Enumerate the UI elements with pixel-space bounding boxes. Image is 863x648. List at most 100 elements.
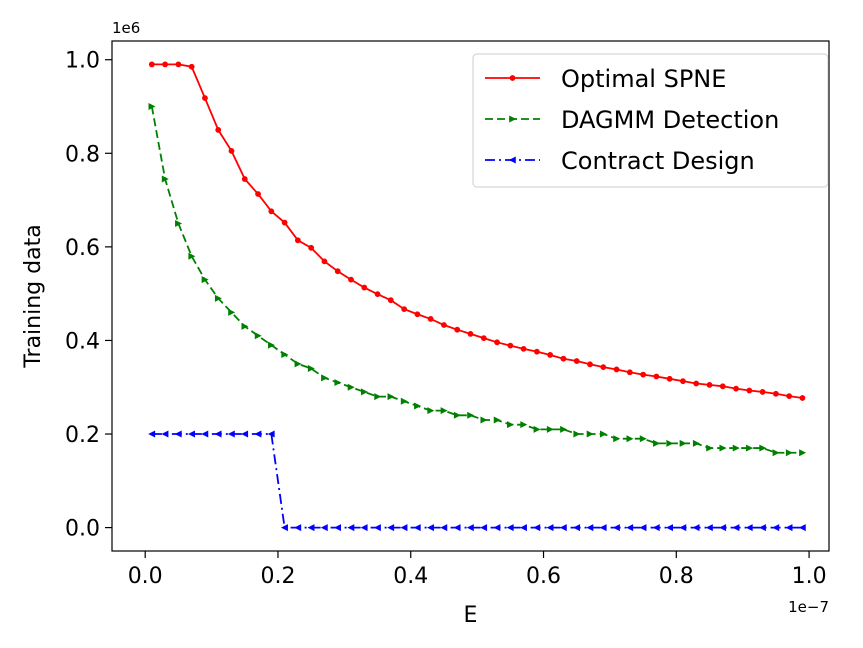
- data-point-optimal-spne: [640, 371, 647, 378]
- data-point-dagmm-detection: [387, 393, 395, 401]
- data-point-contract-design: [692, 524, 700, 532]
- data-point-optimal-spne: [414, 311, 421, 318]
- series-contract-design: [148, 430, 806, 532]
- y-axis-label: Training data: [21, 224, 46, 368]
- x-tick-label: 0.2: [260, 564, 295, 589]
- data-point-contract-design: [294, 524, 302, 532]
- data-point-optimal-spne: [613, 366, 620, 373]
- data-point-dagmm-detection: [666, 439, 674, 447]
- data-point-optimal-spne: [467, 330, 474, 337]
- data-point-contract-design: [665, 524, 673, 532]
- data-point-contract-design: [307, 524, 315, 532]
- data-point-optimal-spne: [494, 339, 500, 346]
- data-point-dagmm-detection: [639, 435, 647, 443]
- y-tick-label: 0.2: [65, 423, 100, 448]
- data-point-contract-design: [174, 430, 182, 438]
- data-point-dagmm-detection: [467, 411, 475, 419]
- data-point-optimal-spne: [706, 381, 713, 388]
- legend-entry-optimal-spne: Optimal SPNE: [485, 65, 726, 93]
- data-point-optimal-spne: [719, 383, 726, 390]
- legend-entry-dagmm-detection: DAGMM Detection: [485, 106, 779, 134]
- legend-swatch-marker: [509, 115, 517, 123]
- data-point-dagmm-detection: [653, 439, 661, 447]
- data-point-optimal-spne: [148, 61, 155, 68]
- data-point-contract-design: [148, 430, 156, 438]
- data-point-contract-design: [387, 524, 395, 532]
- data-point-optimal-spne: [666, 375, 673, 382]
- data-point-contract-design: [214, 430, 222, 438]
- data-point-optimal-spne: [427, 316, 434, 322]
- data-point-optimal-spne: [321, 258, 328, 265]
- data-point-dagmm-detection: [586, 430, 594, 438]
- data-point-dagmm-detection: [759, 444, 767, 452]
- data-point-contract-design: [267, 430, 275, 438]
- x-axis-label: E: [464, 603, 478, 628]
- data-point-contract-design: [533, 524, 541, 532]
- data-point-dagmm-detection: [321, 374, 329, 382]
- series-optimal-spne: [148, 61, 806, 401]
- data-point-optimal-spne: [746, 387, 753, 394]
- data-point-optimal-spne: [361, 284, 368, 291]
- data-point-optimal-spne: [294, 237, 301, 244]
- data-point-contract-design: [772, 524, 780, 532]
- data-point-optimal-spne: [547, 352, 554, 358]
- data-point-optimal-spne: [786, 393, 793, 400]
- legend-box: [472, 53, 829, 188]
- data-point-dagmm-detection: [175, 219, 183, 227]
- data-point-dagmm-detection: [161, 175, 169, 183]
- data-point-optimal-spne: [454, 326, 461, 333]
- data-point-contract-design: [599, 524, 607, 532]
- data-point-dagmm-detection: [599, 430, 607, 438]
- data-point-contract-design: [280, 524, 288, 532]
- y-tick-label: 1.0: [65, 49, 100, 74]
- y-tick-label: 0.8: [65, 142, 100, 167]
- series-dagmm-detection: [148, 103, 807, 457]
- data-point-dagmm-detection: [201, 276, 209, 284]
- data-point-dagmm-detection: [374, 393, 382, 401]
- y-tick-label: 0.4: [65, 329, 100, 354]
- data-point-dagmm-detection: [706, 444, 714, 452]
- legend-swatch-marker: [509, 75, 516, 81]
- data-point-optimal-spne: [281, 219, 288, 226]
- data-point-contract-design: [480, 524, 488, 532]
- legend-label: DAGMM Detection: [561, 106, 779, 134]
- data-point-dagmm-detection: [799, 449, 807, 457]
- data-point-optimal-spne: [202, 95, 208, 101]
- x-axis: 0.0 0.2 0.4 0.6 0.8 1.0: [128, 551, 827, 589]
- data-point-contract-design: [360, 524, 368, 532]
- data-point-contract-design: [373, 524, 381, 532]
- data-point-optimal-spne: [733, 385, 739, 392]
- data-point-contract-design: [573, 524, 581, 532]
- data-point-dagmm-detection: [414, 402, 422, 410]
- data-point-contract-design: [785, 524, 793, 532]
- data-point-dagmm-detection: [294, 360, 302, 368]
- x-tick-label: 0.4: [393, 564, 428, 589]
- data-point-contract-design: [453, 524, 461, 532]
- data-point-optimal-spne: [441, 322, 447, 328]
- data-point-dagmm-detection: [520, 421, 528, 429]
- data-point-optimal-spne: [175, 61, 182, 68]
- data-point-contract-design: [559, 524, 567, 532]
- x-axis-offset-label: 1e−7: [788, 598, 829, 616]
- data-point-optimal-spne: [573, 358, 580, 364]
- data-point-optimal-spne: [374, 291, 381, 298]
- data-point-contract-design: [426, 524, 434, 532]
- y-tick-label: 0.6: [65, 236, 100, 261]
- data-point-optimal-spne: [348, 276, 354, 283]
- data-point-dagmm-detection: [507, 421, 515, 429]
- data-point-contract-design: [586, 524, 594, 532]
- data-point-contract-design: [705, 524, 713, 532]
- data-point-dagmm-detection: [480, 416, 488, 424]
- data-point-optimal-spne: [626, 369, 633, 376]
- x-tick-label: 0.6: [526, 564, 561, 589]
- data-point-dagmm-detection: [268, 341, 276, 349]
- data-point-dagmm-detection: [334, 379, 342, 387]
- data-point-dagmm-detection: [533, 425, 541, 433]
- data-point-contract-design: [413, 524, 421, 532]
- data-point-dagmm-detection: [772, 449, 780, 457]
- x-tick-label: 0.8: [659, 564, 694, 589]
- data-point-dagmm-detection: [188, 252, 196, 260]
- data-point-optimal-spne: [241, 176, 248, 182]
- data-point-dagmm-detection: [307, 365, 315, 373]
